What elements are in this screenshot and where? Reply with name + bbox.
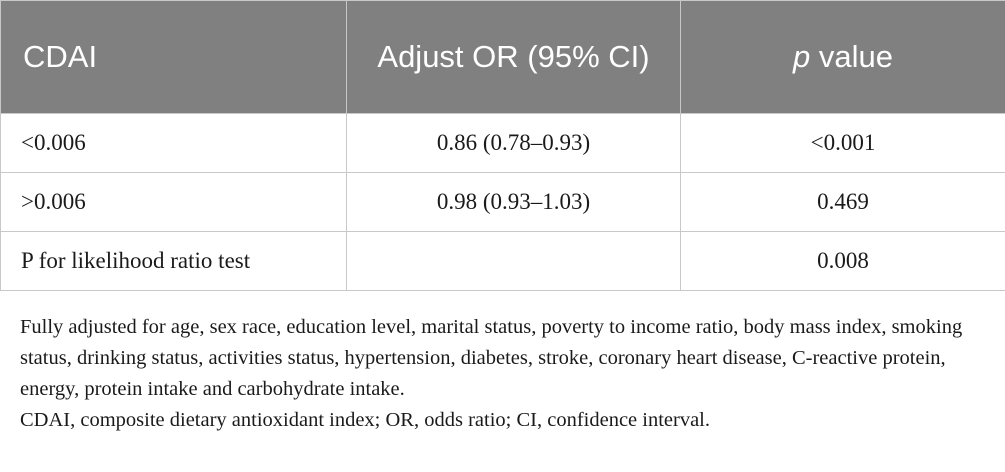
table-row: P for likelihood ratio test 0.008 (0, 231, 1005, 291)
footnote-adjustment: Fully adjusted for age, sex race, educat… (20, 316, 963, 400)
row-or (346, 231, 681, 291)
header-value-text: value (810, 39, 893, 74)
header-p-italic: p (793, 39, 811, 74)
table-body: <0.006 0.86 (0.78–0.93) <0.001 >0.006 0.… (0, 113, 1005, 291)
table-footnote: Fully adjusted for age, sex race, educat… (20, 312, 1000, 436)
table-row: <0.006 0.86 (0.78–0.93) <0.001 (0, 113, 1005, 173)
table-row: >0.006 0.98 (0.93–1.03) 0.469 (0, 172, 1005, 232)
row-p-value: <0.001 (680, 113, 1005, 173)
results-table: CDAI Adjust OR (95% CI) p value <0.006 0… (0, 0, 1005, 291)
row-p-value: 0.469 (680, 172, 1005, 232)
header-cdai: CDAI (0, 0, 347, 114)
row-label: P for likelihood ratio test (0, 231, 347, 291)
header-adjust-or: Adjust OR (95% CI) (346, 0, 681, 114)
header-row: CDAI Adjust OR (95% CI) p value (0, 0, 1005, 114)
header-p-value: p value (680, 0, 1005, 114)
row-label: <0.006 (0, 113, 347, 173)
row-or: 0.98 (0.93–1.03) (346, 172, 681, 232)
row-p-value: 0.008 (680, 231, 1005, 291)
table-header: CDAI Adjust OR (95% CI) p value (0, 0, 1005, 114)
row-label: >0.006 (0, 172, 347, 232)
row-or: 0.86 (0.78–0.93) (346, 113, 681, 173)
footnote-abbreviations: CDAI, composite dietary antioxidant inde… (20, 409, 711, 431)
